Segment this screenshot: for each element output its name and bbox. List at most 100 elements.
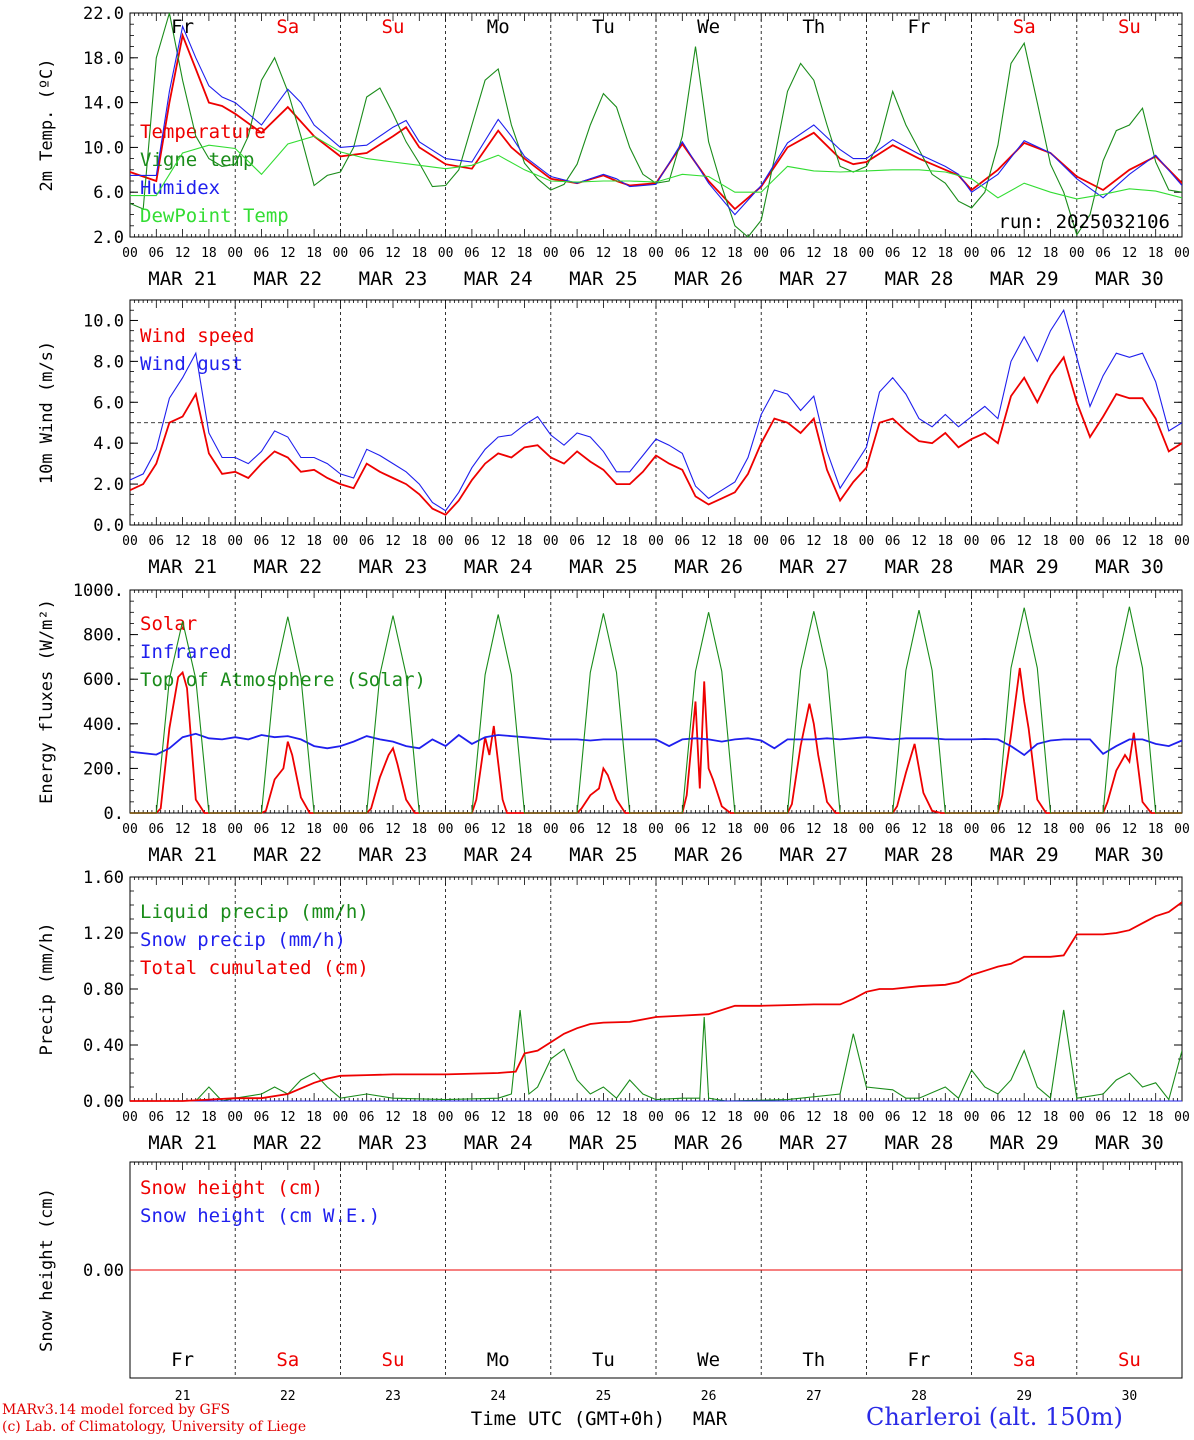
legend-entry: Temperature [140,121,266,143]
day-number-label: 29 [1016,1389,1032,1404]
hour-tick-label: 00 [543,246,559,261]
hour-tick-label: 00 [648,246,664,261]
hour-tick-label: 12 [596,1110,612,1125]
date-label: MAR 27 [779,1132,848,1154]
weekday-label: Sa [276,1349,299,1371]
hour-tick-label: 12 [385,534,401,549]
hour-tick-label: 12 [1016,246,1032,261]
legend-entry: Humidex [140,177,220,199]
date-label: MAR 26 [674,1132,743,1154]
y-tick-label: 0.40 [83,1036,124,1056]
hour-tick-label: 12 [806,822,822,837]
hour-tick-label: 00 [122,534,138,549]
hour-tick-label: 18 [622,822,638,837]
y-tick-label: 1.20 [83,924,124,944]
y-tick-label: 6.0 [93,183,124,203]
hour-tick-label: 12 [490,246,506,261]
hour-tick-label: 12 [806,534,822,549]
weekday-label: We [697,16,720,38]
hour-tick-label: 00 [438,1110,454,1125]
y-tick-label: 14.0 [83,94,124,114]
hour-tick-label: 18 [1148,1110,1164,1125]
legend-entry: Top of Atmosphere (Solar) [140,669,426,691]
hour-tick-label: 06 [254,1110,270,1125]
y-tick-label: 2.0 [93,475,124,495]
hour-tick-label: 18 [411,822,427,837]
series-line-wind-gust [130,308,1182,512]
hour-tick-label: 12 [175,246,191,261]
series-line-temperature [130,32,1182,211]
hour-tick-label: 06 [1095,822,1111,837]
day-number-label: 30 [1122,1389,1138,1404]
hour-tick-label: 00 [1069,246,1085,261]
date-label: MAR 21 [148,268,217,290]
weekday-label: Fr [171,1349,194,1371]
y-tick-label: 400. [83,715,124,735]
date-label: MAR 24 [464,556,533,578]
hour-tick-label: 06 [780,822,796,837]
hour-tick-label: 00 [964,1110,980,1125]
hour-tick-label: 00 [122,822,138,837]
hour-tick-label: 00 [859,1110,875,1125]
hour-tick-label: 00 [438,534,454,549]
day-number-label: 28 [911,1389,927,1404]
hour-tick-label: 00 [122,246,138,261]
hour-tick-label: 00 [227,534,243,549]
date-label: MAR 25 [569,844,638,866]
day-number-label: 24 [490,1389,506,1404]
hour-tick-label: 12 [175,822,191,837]
hour-tick-label: 00 [859,534,875,549]
hour-tick-label: 18 [201,822,217,837]
hour-tick-label: 00 [1069,822,1085,837]
hour-tick-label: 06 [1095,534,1111,549]
hour-tick-label: 12 [1016,534,1032,549]
hour-tick-label: 06 [990,534,1006,549]
hour-tick-label: 12 [490,822,506,837]
hour-tick-label: 18 [727,534,743,549]
hour-tick-label: 12 [280,822,296,837]
date-label: MAR 23 [359,556,428,578]
date-label: MAR 22 [253,268,322,290]
hour-tick-label: 12 [1122,822,1138,837]
hour-tick-label: 00 [859,246,875,261]
hour-tick-label: 06 [674,1110,690,1125]
hour-tick-label: 00 [964,534,980,549]
date-label: MAR 23 [359,268,428,290]
hour-tick-label: 18 [832,534,848,549]
hour-tick-label: 12 [701,1110,717,1125]
hour-tick-label: 06 [1095,1110,1111,1125]
hour-tick-label: 12 [280,534,296,549]
date-label: MAR 26 [674,844,743,866]
hour-tick-label: 18 [306,822,322,837]
hour-tick-label: 06 [569,534,585,549]
day-number-label: 23 [385,1389,401,1404]
date-label: MAR 23 [359,844,428,866]
weekday-label: Su [382,16,405,38]
hour-tick-label: 06 [885,1110,901,1125]
y-tick-label: 22.0 [83,4,124,24]
hour-tick-label: 06 [674,534,690,549]
date-label: MAR 21 [148,1132,217,1154]
hour-tick-label: 18 [517,822,533,837]
hour-tick-label: 00 [543,534,559,549]
date-label: MAR 22 [253,556,322,578]
legend-entry: Infrared [140,641,232,663]
date-label: MAR 24 [464,844,533,866]
hour-tick-label: 06 [148,822,164,837]
hour-tick-label: 00 [438,822,454,837]
y-axis-label: Energy fluxes (W/m²) [37,599,57,804]
hour-tick-label: 12 [911,822,927,837]
hour-tick-label: 18 [622,1110,638,1125]
day-number-label: 26 [701,1389,717,1404]
weekday-label: Sa [1013,16,1036,38]
y-tick-label: 800. [83,626,124,646]
hour-tick-label: 00 [859,822,875,837]
legend-entry: Liquid precip (mm/h) [140,901,369,923]
y-axis-label: Precip (mm/h) [37,922,57,1055]
y-tick-label: 0.0 [93,516,124,536]
hour-tick-label: 00 [753,534,769,549]
y-tick-label: 0.00 [83,1092,124,1112]
hour-tick-label: 06 [359,246,375,261]
date-label: MAR 26 [674,268,743,290]
hour-tick-label: 06 [780,246,796,261]
